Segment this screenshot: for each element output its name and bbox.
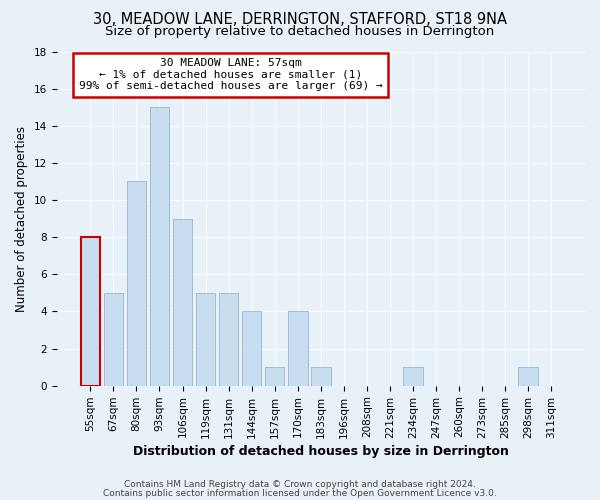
- Text: 30, MEADOW LANE, DERRINGTON, STAFFORD, ST18 9NA: 30, MEADOW LANE, DERRINGTON, STAFFORD, S…: [93, 12, 507, 28]
- Y-axis label: Number of detached properties: Number of detached properties: [15, 126, 28, 312]
- Bar: [173, 218, 193, 386]
- Text: Size of property relative to detached houses in Derrington: Size of property relative to detached ho…: [106, 25, 494, 38]
- Text: 30 MEADOW LANE: 57sqm
← 1% of detached houses are smaller (1)
99% of semi-detach: 30 MEADOW LANE: 57sqm ← 1% of detached h…: [79, 58, 383, 92]
- Text: Contains HM Land Registry data © Crown copyright and database right 2024.: Contains HM Land Registry data © Crown c…: [124, 480, 476, 489]
- Bar: [127, 182, 146, 386]
- Bar: [149, 107, 169, 386]
- Bar: [196, 293, 215, 386]
- Bar: [311, 367, 331, 386]
- Bar: [242, 312, 262, 386]
- Bar: [104, 293, 123, 386]
- Bar: [80, 237, 100, 386]
- Bar: [403, 367, 423, 386]
- X-axis label: Distribution of detached houses by size in Derrington: Distribution of detached houses by size …: [133, 444, 509, 458]
- Bar: [265, 367, 284, 386]
- Bar: [219, 293, 238, 386]
- Bar: [518, 367, 538, 386]
- Bar: [288, 312, 308, 386]
- Text: Contains public sector information licensed under the Open Government Licence v3: Contains public sector information licen…: [103, 488, 497, 498]
